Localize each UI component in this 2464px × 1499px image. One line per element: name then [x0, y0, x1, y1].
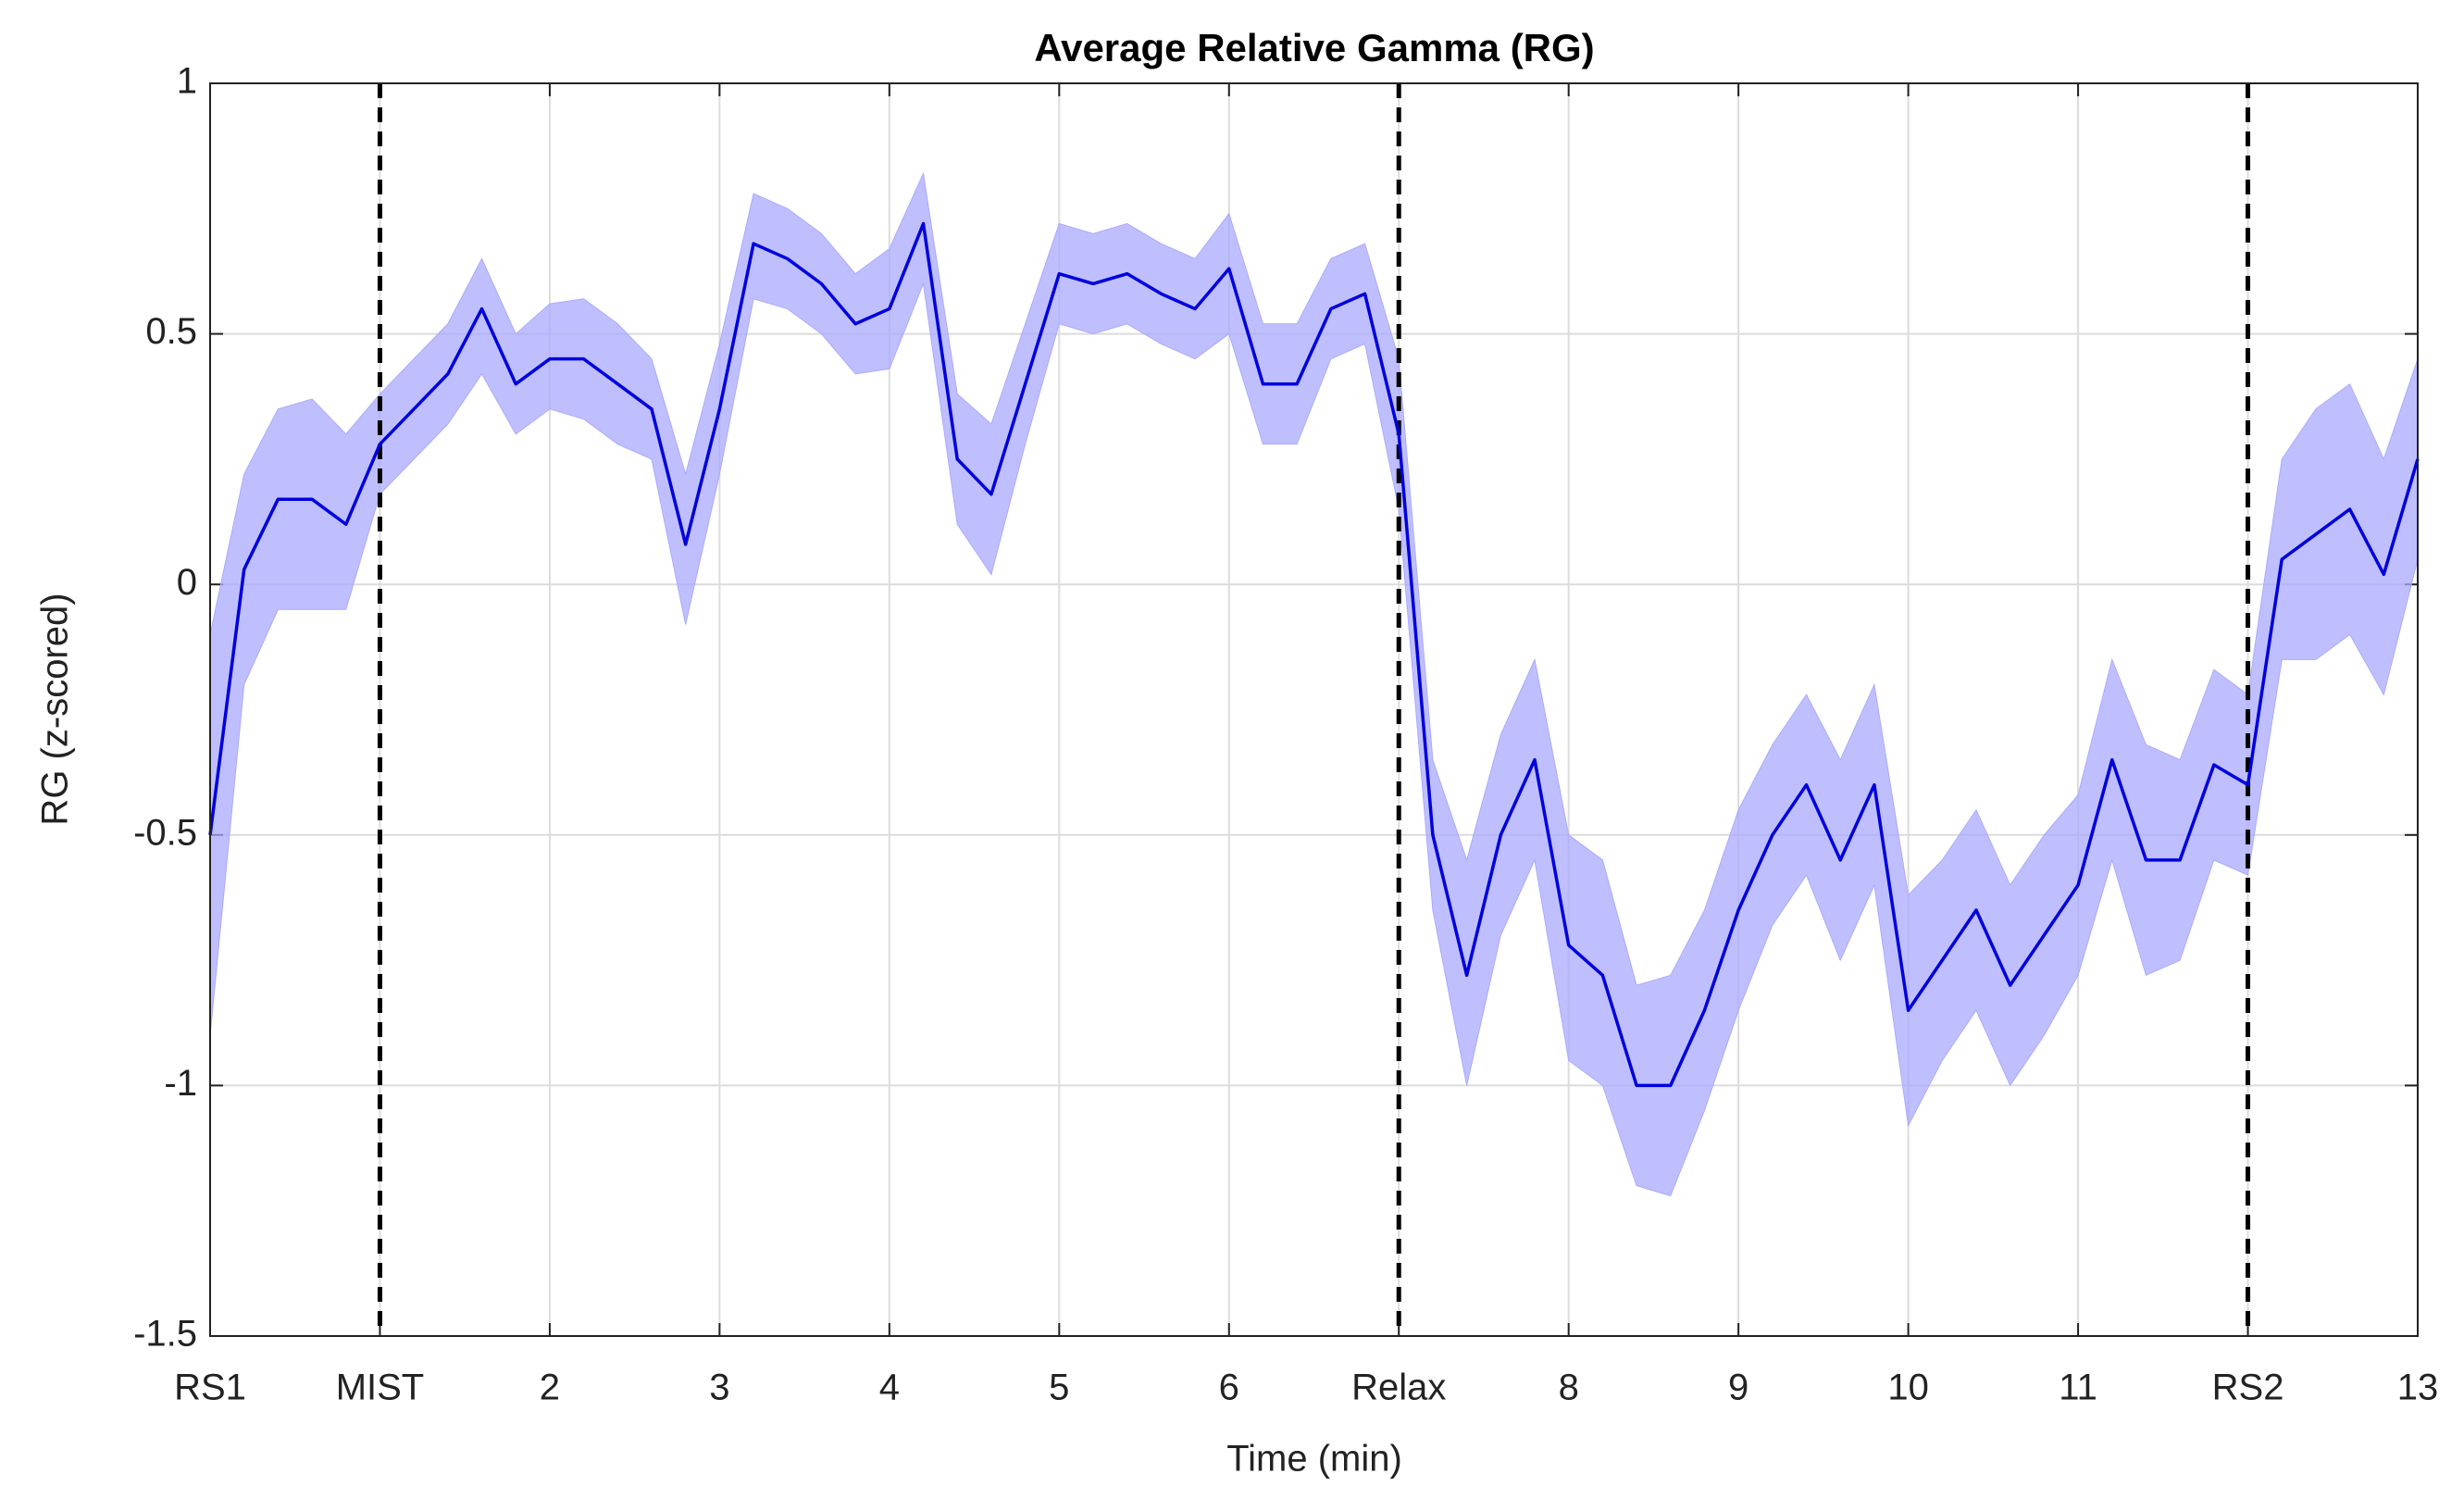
x-tick-label: RS2 — [2212, 1368, 2284, 1408]
x-tick-label: 11 — [2059, 1368, 2097, 1408]
x-tick-label: 8 — [1559, 1368, 1579, 1408]
y-tick-label: 0 — [177, 562, 197, 603]
plot-frame — [209, 82, 2419, 1337]
x-tick-label: 9 — [1728, 1368, 1748, 1408]
x-tick-label: 4 — [879, 1368, 900, 1408]
y-tick-label: -1.5 — [133, 1314, 197, 1355]
y-tick-label: -0.5 — [133, 812, 197, 853]
x-axis-label: Time (min) — [1226, 1439, 1402, 1480]
plot-area — [210, 83, 2418, 1336]
chart-title: Average Relative Gamma (RG) — [1034, 26, 1594, 69]
y-tick-label: 0.5 — [145, 311, 197, 352]
line — [208, 221, 2420, 1088]
x-tick-label: RS1 — [174, 1368, 246, 1408]
y-axis-label: RG (z-scored) — [35, 593, 76, 825]
x-tick-label: 5 — [1049, 1368, 1069, 1408]
x-tick-label: 3 — [709, 1368, 729, 1408]
x-tick-label: MIST — [336, 1368, 425, 1408]
y-tick-label: -1 — [164, 1063, 197, 1104]
x-tick-label: 6 — [1219, 1368, 1239, 1408]
x-tick-label: 13 — [2397, 1368, 2439, 1408]
y-tick-label: 1 — [177, 61, 197, 102]
x-tick-label: Relax — [1351, 1368, 1446, 1408]
x-tick-label: 10 — [1887, 1368, 1929, 1408]
x-tick-label: 2 — [540, 1368, 560, 1408]
